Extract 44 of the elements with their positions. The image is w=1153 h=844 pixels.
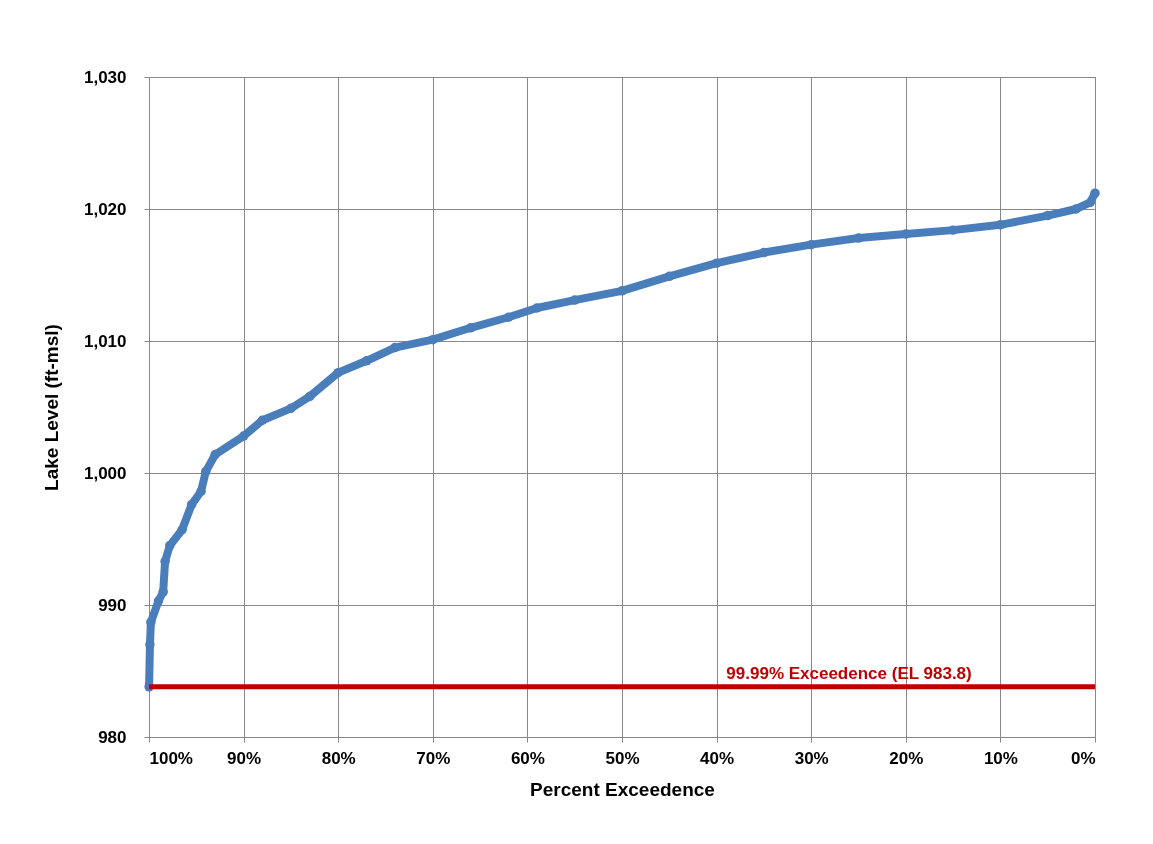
x-tick-label: 90% <box>227 748 262 768</box>
point <box>165 540 175 551</box>
point <box>257 415 268 425</box>
x-axis-title: Percent Exceedence <box>530 778 715 800</box>
point <box>238 431 249 441</box>
point <box>286 403 296 414</box>
ref-line-label: 99.99% Exceedence (EL 983.8) <box>726 663 972 683</box>
y-tick-label: 980 <box>98 727 127 747</box>
x-tick-label: 100% <box>149 748 193 768</box>
x-tick-label: 0% <box>1070 748 1096 768</box>
point <box>177 525 187 535</box>
x-tick-label: 20% <box>889 748 924 768</box>
point <box>428 334 438 345</box>
point <box>186 499 197 510</box>
point <box>210 449 220 460</box>
x-tick-label: 50% <box>605 748 640 768</box>
point <box>948 225 958 235</box>
y-tick-label: 1,010 <box>83 331 127 351</box>
point <box>901 229 911 239</box>
point <box>806 239 816 250</box>
point <box>1090 188 1100 198</box>
point <box>532 303 542 313</box>
point <box>305 391 315 402</box>
point <box>158 587 168 597</box>
point <box>1085 197 1096 208</box>
x-tick-label: 40% <box>700 748 735 768</box>
point <box>390 342 400 353</box>
y-tick-label: 990 <box>98 595 127 615</box>
x-tick-label: 60% <box>510 748 545 768</box>
point <box>617 286 627 296</box>
x-tick-label: 80% <box>321 748 356 768</box>
point <box>333 367 343 378</box>
x-tick-label: 30% <box>794 748 829 768</box>
x-tick-label: 10% <box>983 748 1018 768</box>
point <box>361 356 372 366</box>
point <box>146 617 156 627</box>
point <box>1042 210 1053 221</box>
y-tick-label: 1,030 <box>83 67 127 87</box>
y-tick-label: 1,000 <box>83 463 127 483</box>
y-axis-title: Lake Level (ft-msl) <box>40 324 62 491</box>
x-tick-label: 70% <box>416 748 451 768</box>
point <box>153 596 164 606</box>
point <box>1071 204 1081 214</box>
y-tick-label: 1,020 <box>83 199 127 219</box>
